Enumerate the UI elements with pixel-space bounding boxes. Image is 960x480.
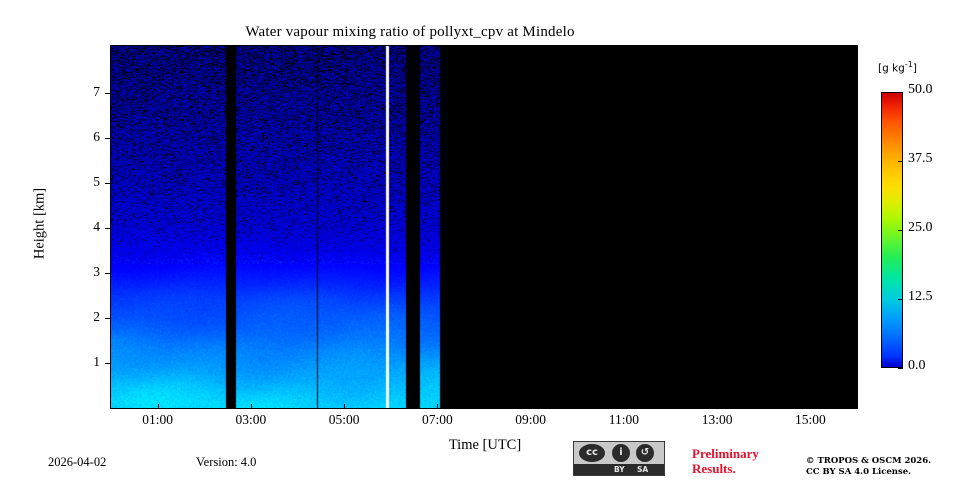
x-axis-tick [437,45,439,50]
y-axis-tick-label: 4 [93,219,100,235]
y-axis-tick [105,93,110,95]
copyright-line-2: CC BY SA 4.0 License. [806,467,912,477]
heatmap-plot-area [110,45,858,409]
colorbar-units-label: [g kg-1] [878,60,917,75]
preliminary-results-notice: Preliminary Results. [692,446,792,476]
y-axis-tick [105,138,110,140]
copyright-line-1: © TROPOS & OSCM 2026. [806,456,932,466]
preliminary-line-2: Results. [692,461,736,476]
x-axis-tick [530,45,532,50]
y-axis-tick-label: 7 [93,84,100,100]
y-axis-tick [853,318,858,320]
x-axis-tick-label: 01:00 [142,412,173,427]
x-axis-tick-label: 15:00 [794,412,826,427]
x-axis-tick [344,404,346,409]
colorbar-tick-label: 37.5 [908,151,933,166]
y-axis-tick [105,273,110,275]
y-axis-tick [853,138,858,140]
cc-badge-top: cc i ↺ [574,442,664,464]
colorbar-tick [898,299,903,300]
colorbar-tick [898,368,903,369]
copyright-notice: © TROPOS & OSCM 2026. CC BY SA 4.0 Licen… [806,456,931,478]
colorbar-gradient [882,93,902,367]
colorbar-units-text: [g kg [878,62,905,75]
colorbar-tick-label: 0.0 [908,358,926,373]
x-axis-tick [530,404,532,409]
colorbar-tick [898,92,903,93]
y-axis-title: Height [km] [31,187,48,260]
footer-version: Version: 4.0 [196,455,257,469]
x-axis-tick-label: 03:00 [235,412,267,427]
y-axis-tick [105,228,110,230]
cc-logo-icon: cc [579,444,605,462]
x-axis-tick [623,45,625,50]
y-axis-tick [853,363,858,365]
x-axis-tick [810,45,812,50]
y-axis-tick [105,183,110,185]
colorbar-tick-label: 50.0 [908,82,933,97]
y-axis-tick [105,363,110,365]
x-axis-tick-label: 13:00 [701,412,733,427]
y-axis-tick-label: 6 [93,129,100,145]
cc-sa-share-icon: ↺ [636,444,654,462]
x-axis-tick-label: 07:00 [421,412,453,427]
colorbar-tick [898,161,903,162]
cc-badge-bottom: BY SA [574,464,664,475]
x-axis-tick [157,45,159,50]
y-axis-tick-label: 2 [93,309,100,325]
x-axis-tick [810,404,812,409]
x-axis-tick-label: 11:00 [608,412,639,427]
colorbar-tick [898,230,903,231]
cc-sa-label: SA [637,465,649,474]
creative-commons-badge: cc i ↺ BY SA [573,441,665,476]
y-axis-tick-label: 3 [93,264,100,280]
footer-date: 2026-04-02 [48,455,107,469]
colorbar-units-bracket: ] [912,62,917,75]
y-axis-tick [853,228,858,230]
x-axis-title: Time [UTC] [448,437,522,453]
preliminary-line-1: Preliminary [692,446,759,461]
colorbar-tick-label: 25.0 [908,220,933,235]
y-axis-tick-label: 5 [93,174,100,190]
y-axis-tick [853,93,858,95]
x-axis-tick [250,45,252,50]
x-axis-tick [250,404,252,409]
x-axis-tick [717,45,719,50]
x-axis-tick [157,404,159,409]
y-axis-tick [105,318,110,320]
x-axis-tick-label: 09:00 [515,412,546,427]
x-axis-tick [623,404,625,409]
y-axis-tick [853,273,858,275]
x-axis-tick [437,404,439,409]
cc-by-label: BY [614,465,625,474]
cc-by-person-icon: i [612,444,630,462]
colorbar-tick-label: 12.5 [908,289,933,304]
x-axis-tick [717,404,719,409]
heatmap-canvas [111,46,857,408]
x-axis-tick [344,45,346,50]
y-axis-tick [853,183,858,185]
x-axis-tick-label: 05:00 [328,412,360,427]
page-title: Water vapour mixing ratio of pollyxt_cpv… [245,24,575,40]
y-axis-tick-label: 1 [93,354,100,370]
colorbar-units-exponent: -1 [904,60,913,69]
